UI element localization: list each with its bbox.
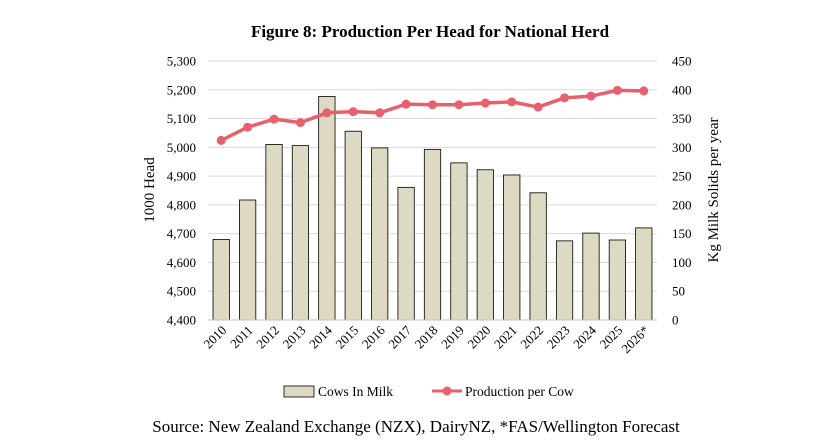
source-note: Source: New Zealand Exchange (NZX), Dair… (152, 417, 680, 436)
bar (265, 144, 283, 321)
chart-title: Figure 8: Production Per Head for Nation… (251, 22, 610, 41)
bar (450, 162, 468, 321)
bar (239, 199, 257, 321)
bar (635, 227, 653, 321)
x-axis-ticks: 2010201120122013201420152016201720182019… (200, 322, 652, 356)
legend-label-production-per-cow: Production per Cow (465, 384, 574, 399)
line-point (295, 118, 305, 128)
bar (503, 174, 521, 321)
line-point (243, 122, 253, 132)
bar (291, 145, 310, 321)
bar (423, 148, 442, 321)
y-tick-label: 4,700 (167, 226, 196, 241)
x-tick-label: 2019 (438, 323, 467, 352)
x-tick-label: 2024 (570, 322, 599, 351)
line-point (480, 98, 490, 108)
y2-axis-label: Kg Milk Solids per year (706, 118, 722, 263)
legend-swatch-cows-in-milk (283, 385, 315, 398)
bar (397, 186, 415, 321)
y-tick-label: 4,600 (167, 255, 196, 270)
line-point (612, 85, 622, 95)
line-point (639, 86, 649, 96)
x-tick-label: 2015 (332, 323, 361, 352)
line-point (507, 97, 517, 107)
bar (529, 192, 547, 321)
line-point (322, 108, 332, 118)
y2-tick-label: 50 (672, 284, 685, 299)
x-tick-label: 2013 (280, 323, 309, 352)
bar (555, 240, 574, 321)
y-tick-label: 5,000 (167, 140, 196, 155)
legend: Cows In Milk Production per Cow (283, 384, 574, 399)
y2-tick-label: 100 (672, 255, 692, 270)
x-tick-label: 2020 (464, 323, 493, 352)
y2-tick-label: 400 (672, 82, 692, 97)
y-axis-label: 1000 Head (142, 157, 158, 223)
y2-tick-label: 200 (672, 197, 692, 212)
line-series-production-per-cow (216, 85, 649, 145)
left-axis-ticks: 4,400 4,500 4,600 4,700 4,800 4,900 5,000 5,100… (167, 54, 196, 328)
bar (318, 95, 336, 321)
x-tick-label: 2011 (227, 323, 256, 352)
y-tick-label: 5,200 (167, 82, 196, 97)
y-tick-label: 4,400 (167, 313, 196, 328)
bar (371, 147, 389, 321)
legend-label-cows-in-milk: Cows In Milk (318, 384, 393, 399)
chart: Figure 8: Production Per Head for Nation… (142, 22, 722, 399)
x-tick-label: 2023 (544, 323, 573, 352)
y2-tick-label: 250 (672, 169, 692, 184)
line-point (560, 93, 570, 103)
y2-tick-label: 350 (672, 111, 692, 126)
line-point (533, 102, 543, 112)
bar (476, 169, 494, 321)
line-point (454, 100, 464, 110)
y2-tick-label: 0 (672, 313, 679, 328)
line-point (269, 114, 279, 124)
bar (608, 239, 626, 321)
y2-tick-label: 150 (672, 226, 692, 241)
legend-marker-production-per-cow (442, 386, 452, 396)
series-line (220, 88, 644, 142)
y-tick-label: 4,800 (167, 197, 196, 212)
line-point (216, 135, 226, 145)
bar (212, 239, 230, 321)
line-point (428, 100, 437, 110)
x-tick-label: 2017 (385, 322, 414, 351)
x-tick-label: 2016 (359, 322, 388, 351)
y-tick-label: 4,900 (167, 169, 196, 184)
y-tick-label: 4,500 (167, 284, 196, 299)
y-tick-label: 5,100 (167, 111, 196, 126)
line-point (348, 107, 358, 117)
right-axis-ticks: 0 50 100 150 200 250 300 350 400 450 (672, 54, 692, 328)
line-point (401, 99, 411, 109)
y-tick-label: 5,300 (167, 54, 196, 69)
x-tick-label: 2018 (412, 323, 441, 352)
bar-series-cows-in-milk (212, 95, 653, 321)
x-tick-label: 2012 (253, 323, 282, 352)
x-tick-label: 2022 (517, 323, 546, 352)
y2-tick-label: 300 (672, 140, 692, 155)
x-tick-label: 2010 (200, 323, 229, 352)
x-tick-label: 2021 (491, 323, 520, 352)
x-tick-label: 2014 (306, 322, 335, 351)
line-point (586, 91, 596, 101)
x-tick-label: 2026* (618, 323, 652, 357)
bar (344, 130, 362, 321)
y2-tick-label: 450 (672, 54, 692, 69)
bar (582, 232, 600, 321)
line-point (375, 108, 385, 118)
